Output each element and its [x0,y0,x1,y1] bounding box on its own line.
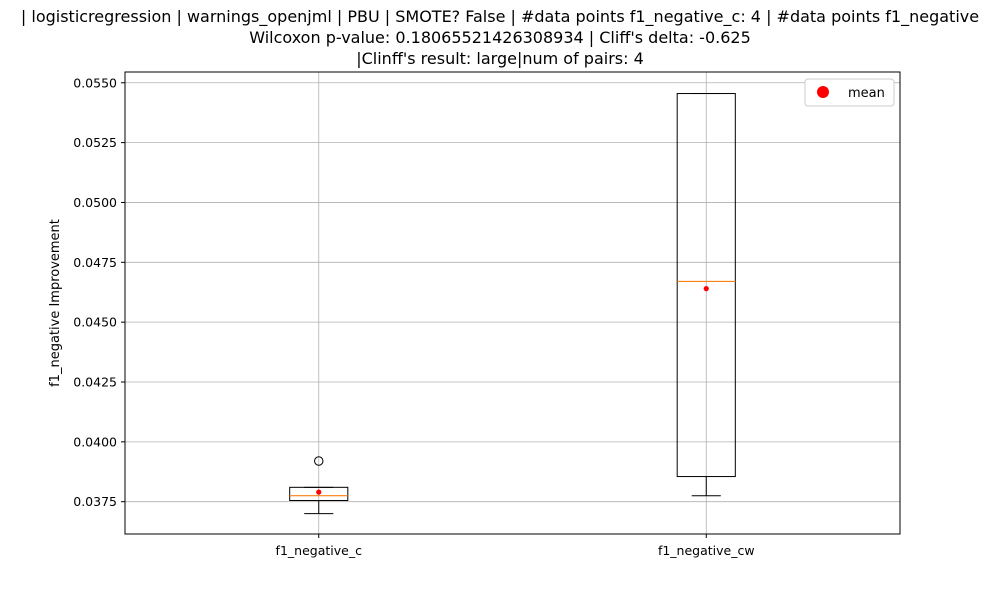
mean-marker [316,489,322,495]
x-tick-label-0: f1_negative_c [276,543,363,558]
y-axis-label: f1_negative Improvement [48,219,63,387]
x-tick-label-1: f1_negative_cw [658,543,755,558]
outlier-point-0 [314,456,324,466]
plot-area-frame [124,71,901,535]
box-series [289,93,736,515]
title-line-1: | logisticregression | warnings_openjml … [21,7,979,27]
y-tick-label-3: 0.0450 [73,315,117,330]
y-tick-label-7: 0.0550 [73,75,117,90]
y-tick-label-4: 0.0475 [73,255,117,270]
legend-mean-marker [817,86,829,98]
chart-title: | logisticregression | warnings_openjml … [21,7,979,68]
legend: mean [804,78,895,107]
mean-marker [703,286,709,292]
legend-mean-label: mean [848,86,885,101]
y-tick-label-5: 0.0500 [73,195,117,210]
y-tick-label-0: 0.0375 [73,494,117,509]
title-line-2: Wilcoxon p-value: 0.18065521426308934 | … [249,28,751,47]
y-tick-label-2: 0.0425 [73,374,117,389]
box-iqr [289,486,349,501]
box-f1_negative_cw [676,93,736,497]
y-tick-label-1: 0.0400 [73,434,117,449]
y-axis-ticks: 0.0375 0.0400 0.0425 0.0450 0.0475 0.0500 0.05… [73,75,125,509]
box-f1_negative_c [289,456,349,515]
x-axis-ticks: f1_negative_c f1_negative_cw [276,534,755,558]
box-iqr [676,93,736,478]
y-tick-label-6: 0.0525 [73,135,117,150]
grid-lines [125,72,900,534]
legend-box [804,78,895,107]
title-line-3: |Clinff's result: large|num of pairs: 4 [356,49,644,68]
